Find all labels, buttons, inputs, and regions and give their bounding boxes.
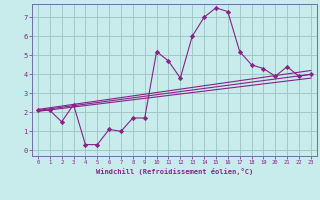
X-axis label: Windchill (Refroidissement éolien,°C): Windchill (Refroidissement éolien,°C) <box>96 168 253 175</box>
